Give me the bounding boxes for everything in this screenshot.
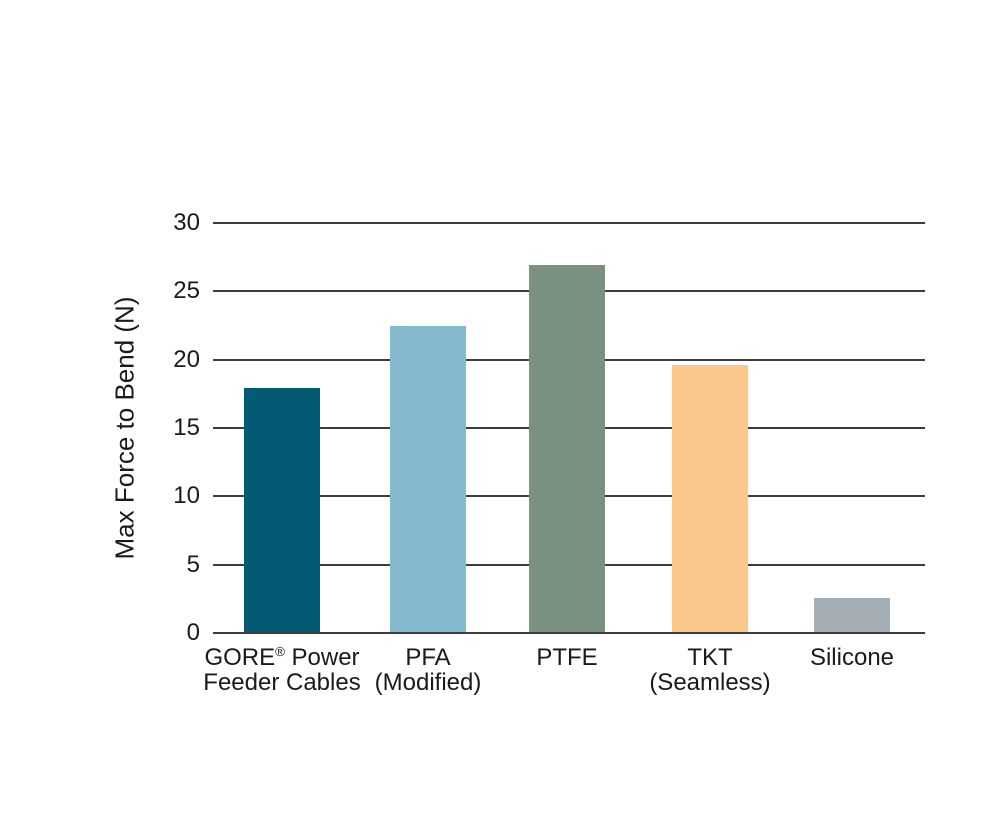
bar-pfa-modified [390, 325, 466, 633]
registered-trademark-symbol: ® [275, 644, 285, 659]
y-tick-label-5: 5 [186, 550, 200, 578]
gridline-y-30 [213, 222, 925, 224]
x-axis-baseline [213, 632, 925, 634]
x-label-pfa-modified: PFA (Modified) [374, 644, 482, 697]
x-label-ptfe: PTFE [536, 644, 598, 671]
y-tick-label-25: 25 [173, 277, 200, 305]
x-label-silicone: Silicone [809, 644, 895, 671]
y-tick-label-15: 15 [173, 414, 200, 441]
y-tick-label-20: 20 [173, 345, 200, 373]
x-label-tkt-seamless: TKT (Seamless) [649, 644, 771, 697]
y-tick-label-0: 0 [186, 619, 200, 646]
bar-ptfe [529, 265, 605, 633]
bar-gore-power-feeder-cables [244, 388, 320, 633]
plot-area [213, 222, 925, 634]
y-tick-label-30: 30 [173, 209, 200, 236]
bar-silicone [814, 597, 890, 633]
y-tick-label-10: 10 [173, 482, 200, 510]
bar-tkt-seamless [672, 365, 748, 633]
x-label-gore-power-feeder-cables: GORE® Power Feeder Cables [203, 644, 361, 697]
